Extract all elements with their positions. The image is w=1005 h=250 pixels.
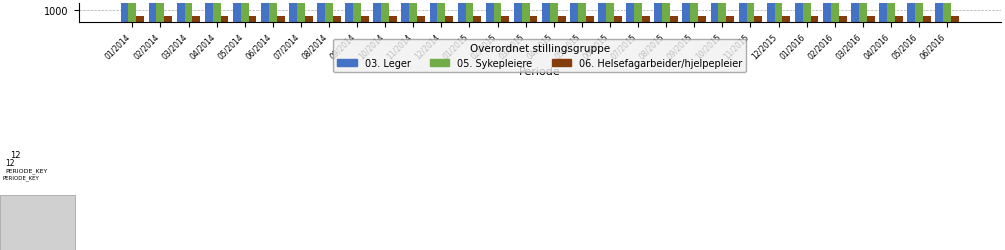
Bar bbox=[129, 2, 137, 22]
Bar bbox=[289, 4, 296, 22]
Bar bbox=[389, 17, 397, 22]
Bar bbox=[755, 17, 762, 22]
Bar bbox=[465, 1, 473, 22]
Bar bbox=[318, 4, 325, 22]
Bar bbox=[923, 17, 931, 22]
Bar bbox=[121, 4, 129, 22]
Bar bbox=[887, 1, 894, 22]
Bar bbox=[353, 2, 361, 22]
Bar bbox=[894, 17, 902, 22]
Bar bbox=[220, 17, 228, 22]
Bar bbox=[586, 16, 594, 22]
Text: PERIODE_KEY: PERIODE_KEY bbox=[5, 167, 47, 173]
Bar bbox=[409, 2, 417, 22]
Bar bbox=[429, 4, 437, 22]
Bar bbox=[333, 17, 341, 22]
Bar bbox=[137, 17, 144, 22]
Bar bbox=[670, 17, 678, 22]
Bar bbox=[606, 1, 614, 22]
Bar bbox=[943, 1, 951, 22]
Bar bbox=[192, 17, 200, 22]
Bar bbox=[823, 3, 831, 22]
Bar bbox=[795, 3, 803, 22]
Bar bbox=[149, 4, 157, 22]
Bar bbox=[851, 3, 859, 22]
Bar bbox=[205, 4, 213, 22]
Bar bbox=[248, 17, 256, 22]
Bar bbox=[811, 17, 818, 22]
Bar bbox=[165, 17, 172, 22]
Bar bbox=[514, 3, 522, 22]
Bar bbox=[445, 17, 453, 22]
Bar bbox=[859, 1, 866, 22]
Bar bbox=[578, 1, 586, 22]
Bar bbox=[570, 3, 578, 22]
Bar bbox=[719, 1, 727, 22]
Bar bbox=[838, 17, 846, 22]
Bar bbox=[473, 17, 481, 22]
Bar bbox=[522, 2, 530, 22]
Bar bbox=[662, 1, 670, 22]
Bar bbox=[305, 17, 313, 22]
Bar bbox=[682, 3, 690, 22]
Text: PERIODE_KEY: PERIODE_KEY bbox=[2, 175, 39, 180]
Bar bbox=[775, 2, 783, 22]
Bar bbox=[908, 3, 916, 22]
Bar bbox=[690, 1, 698, 22]
Bar bbox=[542, 3, 550, 22]
Bar bbox=[374, 4, 381, 22]
Bar bbox=[626, 3, 634, 22]
Bar bbox=[916, 1, 923, 22]
Bar bbox=[558, 16, 566, 22]
Bar bbox=[361, 17, 369, 22]
Bar bbox=[550, 1, 558, 22]
Bar bbox=[698, 17, 707, 22]
Bar bbox=[457, 3, 465, 22]
Bar bbox=[614, 16, 622, 22]
Bar bbox=[783, 17, 790, 22]
Bar bbox=[401, 4, 409, 22]
Bar bbox=[767, 3, 775, 22]
Bar bbox=[233, 4, 241, 22]
Bar bbox=[177, 4, 185, 22]
Bar bbox=[747, 1, 755, 22]
Bar bbox=[269, 2, 276, 22]
Bar bbox=[598, 3, 606, 22]
Bar bbox=[711, 3, 719, 22]
Bar bbox=[346, 3, 353, 22]
Bar bbox=[185, 2, 192, 22]
Bar bbox=[276, 17, 284, 22]
Bar bbox=[381, 2, 389, 22]
Bar bbox=[951, 17, 959, 22]
Bar bbox=[493, 1, 501, 22]
Bar bbox=[437, 2, 445, 22]
Bar bbox=[803, 1, 811, 22]
Text: 12: 12 bbox=[5, 158, 14, 167]
Bar bbox=[501, 17, 510, 22]
Bar bbox=[634, 1, 642, 22]
Bar bbox=[296, 2, 305, 22]
Legend: 03. Leger, 05. Sykepleiere, 06. Helsefagarbeider/hjelpepleier: 03. Leger, 05. Sykepleiere, 06. Helsefag… bbox=[334, 40, 746, 72]
Bar bbox=[642, 17, 650, 22]
Bar bbox=[485, 3, 493, 22]
X-axis label: Periode: Periode bbox=[519, 66, 561, 76]
Bar bbox=[654, 3, 662, 22]
Text: 12: 12 bbox=[10, 150, 20, 160]
Bar bbox=[325, 2, 333, 22]
Bar bbox=[157, 2, 165, 22]
Bar bbox=[739, 3, 747, 22]
Bar bbox=[727, 17, 734, 22]
Bar bbox=[936, 3, 943, 22]
Bar bbox=[213, 2, 220, 22]
Bar bbox=[417, 17, 425, 22]
Bar bbox=[879, 3, 887, 22]
Bar bbox=[241, 2, 248, 22]
Bar bbox=[831, 1, 838, 22]
Bar bbox=[530, 17, 538, 22]
Bar bbox=[261, 4, 269, 22]
Bar bbox=[866, 17, 874, 22]
